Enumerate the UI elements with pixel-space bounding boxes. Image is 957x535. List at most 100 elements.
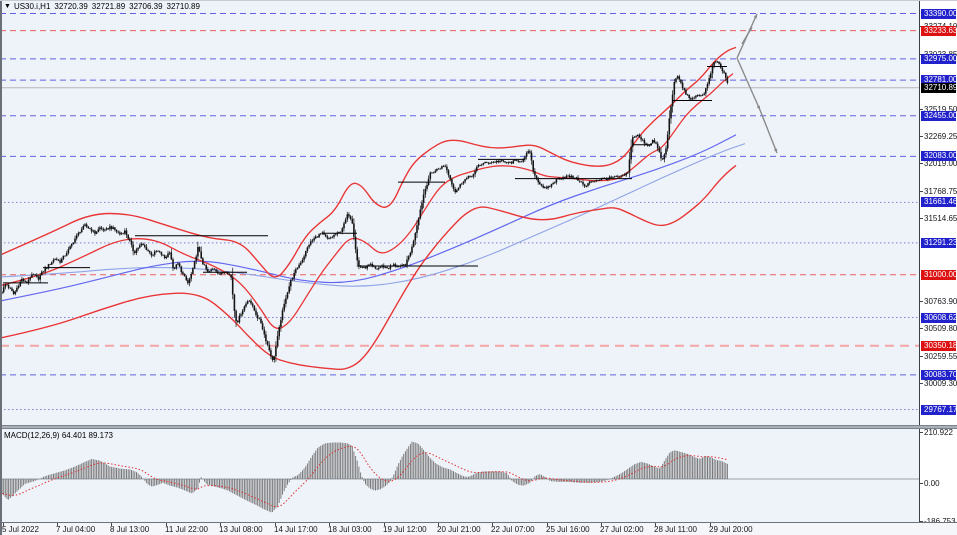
axis-tick (920, 136, 923, 137)
ohlc-info-line: ▼ US30.i,H1 32720.39 32721.89 32706.39 32710.… (4, 2, 204, 11)
price-axis-label: 30009.30 (924, 379, 957, 388)
price-level-badge: 32710.89 (921, 83, 957, 93)
price-level-badge: 30350.18 (921, 341, 957, 351)
time-tick (655, 523, 656, 526)
time-axis-label: 11 Jul 22:00 (165, 525, 208, 534)
window-border (0, 0, 2, 535)
time-axis-label: 7 Jul 04:00 (56, 525, 96, 534)
projection-trendlines (736, 13, 778, 154)
macd-indicator-panel[interactable]: MACD(12,26,9) 64.401 89.173 (0, 429, 919, 522)
time-axis-label: 19 Jul 12:00 (383, 525, 427, 534)
price-axis-label: 210.922 (924, 428, 953, 437)
price-axis-label: 32269.25 (924, 132, 957, 141)
macd-histogram (1, 441, 728, 513)
time-axis-label: 5 Jul 2022 (2, 525, 39, 534)
price-axis-label: 32019.00 (924, 159, 957, 168)
indicator-overlays (0, 46, 746, 371)
price-level-badge: 31000.00 (921, 270, 957, 280)
axis-tick (920, 432, 923, 433)
axis-tick (920, 301, 923, 302)
axis-tick (920, 163, 923, 164)
window-border-top (0, 0, 957, 1)
price-level-badge: 33233.63 (921, 26, 957, 36)
time-axis-label: 22 Jul 07:00 (491, 525, 535, 534)
slow-ma-line (0, 143, 746, 287)
price-level-badge: 30083.70 (921, 370, 957, 380)
price-level-badge: 32781.00 (921, 75, 957, 85)
candles (1, 60, 729, 363)
price-axis-label: 31768.75 (924, 187, 957, 196)
open-value: 32720.39 (54, 2, 88, 11)
main-chart[interactable]: ▼ US30.i,H1 32720.39 32721.89 32706.39 32710.… (0, 0, 919, 425)
time-axis-label: 18 Jul 03:00 (328, 525, 372, 534)
blue-ma-line (0, 134, 737, 302)
price-level-badge: 30608.62 (921, 313, 957, 323)
time-tick (329, 523, 330, 526)
price-level-badge: 32083.00 (921, 151, 957, 161)
price-axis[interactable]: 33274.1033023.8532519.5032269.2532019.00… (919, 0, 957, 526)
price-axis-label: 30259.55 (924, 352, 957, 361)
arrowhead-icon (773, 148, 778, 153)
time-tick (601, 523, 602, 526)
time-tick (275, 523, 276, 526)
price-axis-label: -186.753 (924, 517, 956, 526)
macd-name: MACD(12,26,9) (4, 431, 60, 440)
price-level-badge: 31291.23 (921, 238, 957, 248)
axis-tick (920, 191, 923, 192)
panel-splitter[interactable] (0, 425, 957, 429)
upper-band-line (0, 46, 737, 278)
high-value: 32721.89 (91, 2, 126, 11)
close-value: 32710.89 (166, 2, 200, 11)
axis-tick (920, 328, 923, 329)
price-level-badge: 31661.46 (921, 197, 957, 207)
time-axis[interactable]: 5 Jul 2022 7 Jul 04:00 8 Jul 13:00 11 Jul 2… (0, 522, 957, 535)
time-tick (166, 523, 167, 526)
price-axis-label: 30509.80 (924, 324, 957, 333)
time-tick (57, 523, 58, 526)
arrowhead-icon (748, 27, 752, 32)
price-level-badge: 32975.00 (921, 54, 957, 64)
time-axis-label: 28 Jul 11:00 (654, 525, 697, 534)
macd-indicator-label: MACD(12,26,9) 64.401 89.173 (4, 431, 113, 440)
axis-tick (920, 383, 923, 384)
arrowhead-icon (756, 105, 760, 110)
time-tick (438, 523, 439, 526)
low-value: 32706.39 (129, 2, 163, 11)
projection-line (759, 109, 778, 154)
axis-tick (920, 483, 923, 484)
time-axis-label: 20 Jul 21:00 (437, 525, 481, 534)
time-axis-label: 29 Jul 20:00 (709, 525, 753, 534)
time-tick (492, 523, 493, 526)
time-tick (547, 523, 548, 526)
price-level-badge: 32455.00 (921, 111, 957, 121)
axis-tick (920, 521, 923, 522)
time-axis-label: 25 Jul 16:00 (546, 525, 590, 534)
middle-band-line (0, 73, 734, 330)
projection-line (736, 57, 761, 111)
time-axis-label: 8 Jul 13:00 (110, 525, 150, 534)
price-axis-label: 31514.65 (924, 214, 957, 223)
symbol-dropdown-icon[interactable]: ▼ (4, 3, 11, 10)
lower-band-line (0, 164, 737, 371)
axis-tick (920, 109, 923, 110)
symbol-period-label: US30.i,H1 (13, 2, 51, 11)
support-resistance-segments (3, 66, 727, 284)
time-axis-label: 27 Jul 02:00 (600, 525, 644, 534)
price-axis-label: 32519.50 (924, 105, 957, 114)
time-tick (384, 523, 385, 526)
price-axis-label: 0.00 (924, 479, 940, 488)
time-axis-label: 13 Jul 08:00 (219, 525, 263, 534)
price-chart-canvas[interactable] (0, 0, 919, 425)
price-axis-label: 30763.90 (924, 297, 957, 306)
axis-tick (920, 356, 923, 357)
horizontal-levels (0, 13, 919, 410)
macd-signal-value: 89.173 (88, 431, 113, 440)
axis-tick (920, 218, 923, 219)
price-level-badge: 29767.17 (921, 405, 957, 415)
macd-value: 64.401 (61, 431, 87, 440)
time-tick (220, 523, 221, 526)
macd-canvas[interactable] (0, 429, 919, 522)
price-level-badge: 33390.00 (921, 9, 957, 19)
time-axis-label: 14 Jul 17:00 (274, 525, 318, 534)
